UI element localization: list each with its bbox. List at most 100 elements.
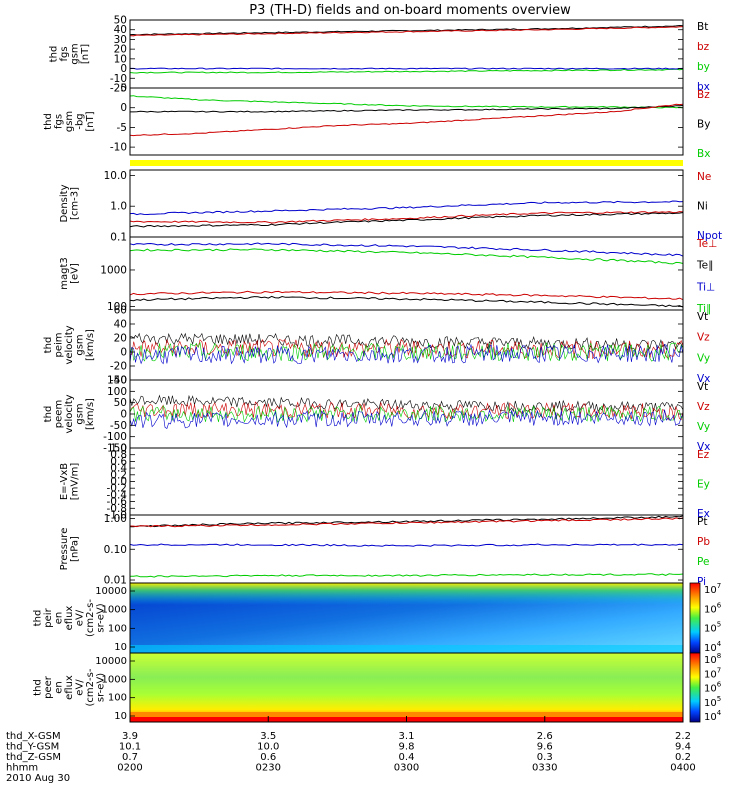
series-peem_velocity-Vx <box>129 409 684 429</box>
panel-peir: 10710610510410000100010010thdpeireneflux… <box>33 582 722 654</box>
colorbar-tick-label: 105 <box>704 695 721 709</box>
x-axis-value: 0230 <box>256 763 281 774</box>
y-axis-label-line: thd <box>48 46 59 63</box>
x-axis-row-label: thd_Z-GSM <box>6 752 61 763</box>
x-axis-row-label: thd_X-GSM <box>6 731 61 742</box>
y-tick-label: 100 <box>107 301 127 313</box>
y-axis-label-line: -bg <box>75 113 86 129</box>
y-tick-label: -0.8 <box>107 503 128 515</box>
legend-entry: Vx <box>697 373 710 385</box>
series-peem_velocity-Vz <box>129 401 684 421</box>
y-tick-label: 40 <box>114 24 127 36</box>
y-tick-label: -10 <box>110 73 127 85</box>
legend-entry: Npot <box>697 230 722 242</box>
y-axis-label-line: [cm-3] <box>69 187 80 220</box>
series-temperature-Ti⊥ <box>129 242 684 257</box>
colorbar-tick-label: 104 <box>704 709 722 723</box>
y-tick-label: 0.10 <box>104 544 127 556</box>
y-tick-label: 60 <box>114 305 127 317</box>
series-fgs1-bx <box>130 67 684 70</box>
legend-entry: Vt <box>697 381 708 393</box>
legend-entry: Vz <box>697 401 710 413</box>
series-fgs2-Bx <box>129 95 684 109</box>
y-tick-label: -40 <box>110 375 127 387</box>
series-pressure-Pb <box>129 517 684 528</box>
y-axis-label-line: peer <box>43 675 54 699</box>
y-tick-label: 50 <box>114 15 127 27</box>
x-axis-value: 0.4 <box>399 752 415 763</box>
legend-entry: Ni <box>697 201 708 213</box>
y-axis-label-line: magt3 <box>59 257 70 290</box>
legend-entry: Vy <box>697 352 710 364</box>
y-tick-label: 10 <box>114 53 127 65</box>
series-temperature-Ti∥ <box>129 248 684 265</box>
y-tick-label: 0.01 <box>104 575 127 587</box>
legend-entry: Bt <box>697 21 708 33</box>
panel-fgs2: 5 0 -5 -10 thdfgsgsm-bg[nT] Bz By Bx <box>43 83 710 161</box>
legend-entry: by <box>697 61 710 73</box>
x-axis-value: 0400 <box>670 763 695 774</box>
y-axis-label-line: fgs <box>54 114 65 129</box>
series-density-Ne <box>129 211 684 224</box>
colorbar-peer <box>689 652 701 723</box>
x-axis-value: 0.2 <box>675 752 691 763</box>
y-tick-label: 20 <box>114 333 127 345</box>
y-axis-label-line: velocity <box>64 325 75 364</box>
series-temperature-Te⊥ <box>129 290 684 301</box>
y-tick-label: -0.2 <box>107 483 128 495</box>
legend-entry: Vy <box>697 421 710 433</box>
y-axis-label-line: Density <box>59 184 70 222</box>
y-axis-label: thdpeerenefluxeV/(cm2-s-sr-eV) <box>33 668 107 706</box>
x-axis-value: 0330 <box>532 763 557 774</box>
y-axis-label-line: gsm <box>64 111 75 132</box>
colorbar-peir <box>689 582 701 654</box>
y-tick-label: 1000 <box>100 264 127 276</box>
legend-entry: Ne <box>697 171 711 183</box>
y-axis-label-line: thd <box>33 679 44 696</box>
colorbar-tick-label: 106 <box>704 601 722 615</box>
panel-frame <box>129 447 684 516</box>
x-axis-value: 2.2 <box>675 731 691 742</box>
legend-entry: Bx <box>697 148 710 160</box>
series-temperature-Te∥ <box>129 295 684 308</box>
y-tick-label: 1.0 <box>110 443 127 455</box>
series-peim_velocity-Vz <box>130 338 684 360</box>
y-axis-label: magt3[eV] <box>59 257 81 290</box>
y-axis-label-line: [nPa] <box>69 536 80 562</box>
y-axis-label-line: thd <box>43 406 54 423</box>
y-tick-label: 50 <box>114 397 127 409</box>
y-tick-label: 100 <box>108 693 127 704</box>
y-axis-label: Density[cm-3] <box>59 184 81 222</box>
legend-entry: Ez <box>697 449 710 461</box>
x-axis-value: 2.6 <box>537 731 553 742</box>
legend-entry: Vz <box>697 332 710 344</box>
colorbar-tick-label: 108 <box>704 652 721 666</box>
heatmap-low-energy-band <box>130 645 683 653</box>
y-axis-label: thdpeemvelocitygsm[km/s] <box>43 394 96 433</box>
legend-entry: Ti∥ <box>696 303 711 315</box>
panel-temperature: 1000 100 magt3[eV] Te⊥ Te∥ Ti⊥ Ti∥ <box>59 236 717 315</box>
series-fgs1-bz <box>129 26 684 37</box>
x-axis-value: 9.4 <box>675 742 691 753</box>
x-axis-value: 0.6 <box>260 752 276 763</box>
y-tick-label: 0 <box>120 409 127 421</box>
y-axis-label-line: [nT] <box>80 44 91 64</box>
legend-entry: By <box>697 119 710 131</box>
y-axis-label-line: fgs <box>59 46 70 61</box>
y-tick-label: -1.0 <box>107 510 128 522</box>
legend-entry: bz <box>697 41 710 53</box>
series-fgs2-By <box>130 105 684 113</box>
heatmap-peer <box>130 653 683 722</box>
y-axis-label-line: (cm2-s- <box>85 668 96 706</box>
y-tick-label: 1000 <box>102 605 127 616</box>
y-axis-label-line: en <box>54 681 65 694</box>
y-tick-label: 40 <box>114 319 127 331</box>
y-axis-label-line: gsm <box>69 43 80 64</box>
colorbar-tick-label: 107 <box>704 582 721 596</box>
y-axis-label-line: velocity <box>64 394 75 433</box>
y-tick-label: 0.0 <box>110 476 127 488</box>
series-density-Npot <box>129 200 684 216</box>
x-axis-row-label: thd_Y-GSM <box>6 742 59 753</box>
